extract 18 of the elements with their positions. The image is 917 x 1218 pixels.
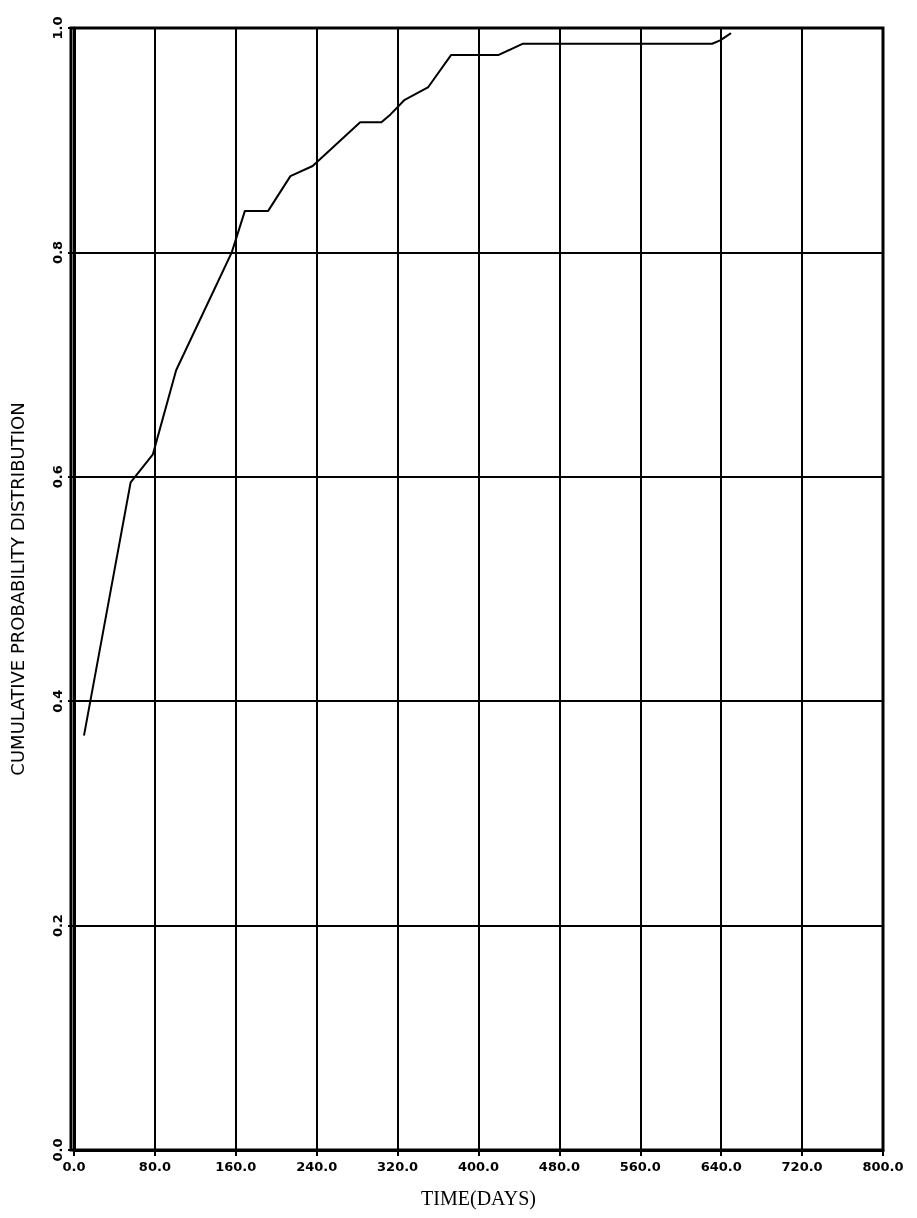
y-tick-label: 0.2 (50, 914, 65, 938)
y-tick-label: 0.6 (50, 465, 65, 489)
x-tick-label: 160.0 (215, 1159, 257, 1174)
x-axis-title: TIME(DAYS) (421, 1187, 536, 1210)
y-tick-label: 0.4 (50, 689, 65, 713)
x-tick-label: 800.0 (862, 1159, 904, 1174)
x-tick-label: 720.0 (781, 1159, 823, 1174)
x-tick-label: 560.0 (619, 1159, 661, 1174)
x-tick-label: 640.0 (700, 1159, 742, 1174)
x-tick-label: 80.0 (138, 1159, 171, 1174)
x-tick-label: 480.0 (538, 1159, 580, 1174)
x-tick-label: 320.0 (377, 1159, 419, 1174)
y-axis-title: CUMULATIVE PROBABILITY DISTRIBUTION (6, 402, 28, 776)
y-tick-label: 1.0 (50, 16, 65, 40)
x-tick-label: 0.0 (62, 1159, 86, 1174)
x-tick-label: 400.0 (457, 1159, 500, 1174)
y-tick-label: 0.8 (50, 240, 65, 264)
x-tick-label: 240.0 (296, 1159, 338, 1174)
